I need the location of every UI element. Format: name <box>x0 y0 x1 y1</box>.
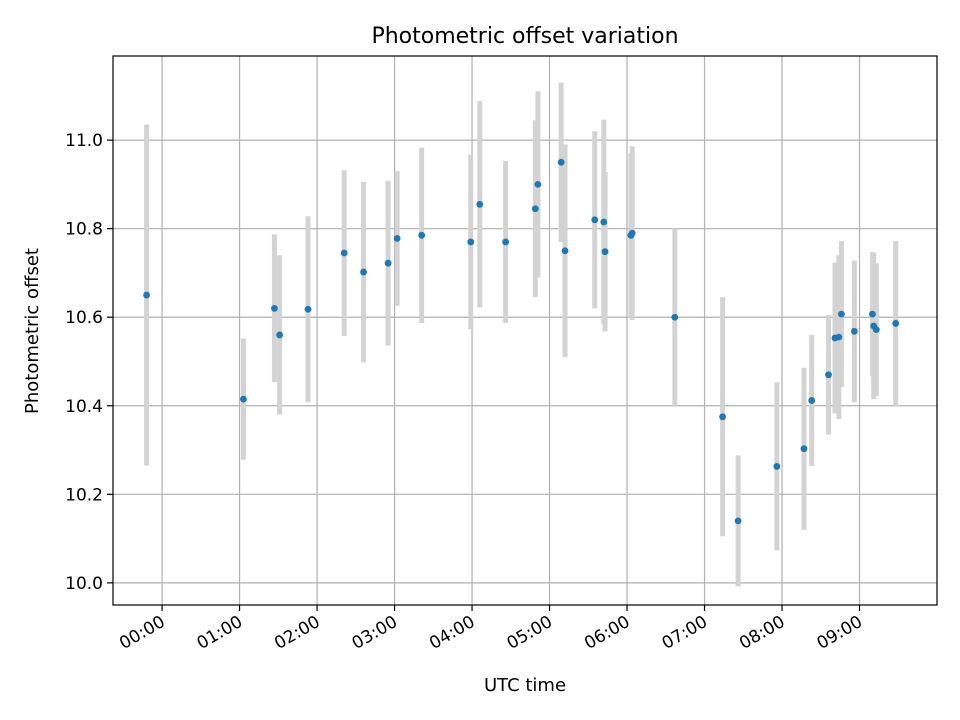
data-point <box>531 205 539 213</box>
x-axis-label: UTC time <box>484 675 566 696</box>
data-point <box>502 238 510 246</box>
x-tick-label: 08:00 <box>736 612 788 654</box>
x-tick-label: 06:00 <box>581 612 633 654</box>
y-axis-label: Photometric offset <box>22 248 43 414</box>
data-point <box>143 291 150 299</box>
y-tick-label: 10.2 <box>65 485 103 505</box>
data-point <box>418 231 426 239</box>
data-point <box>869 310 876 318</box>
data-point <box>557 158 565 166</box>
data-point <box>360 268 367 276</box>
data-point <box>892 320 900 327</box>
data-point <box>384 259 392 267</box>
data-point <box>835 333 843 341</box>
y-axis-ticks: 10.0 10.2 10.4 10.6 10.8 11.0 <box>65 131 113 594</box>
data-point <box>850 327 858 335</box>
x-tick-label: 05:00 <box>504 612 556 654</box>
data-point <box>600 218 608 226</box>
y-tick-label: 11.0 <box>65 131 103 151</box>
y-tick-label: 10.0 <box>65 574 103 594</box>
data-point <box>393 235 401 242</box>
data-point <box>601 248 609 256</box>
data-point <box>304 305 312 313</box>
data-point <box>808 397 816 404</box>
y-tick-label: 10.6 <box>65 308 103 328</box>
x-tick-label: 03:00 <box>349 612 401 654</box>
data-point <box>734 517 742 525</box>
data-points <box>143 158 900 525</box>
y-tick-label: 10.8 <box>65 220 103 240</box>
x-tick-label: 07:00 <box>659 612 711 654</box>
data-point <box>719 413 727 421</box>
plot-area-frame <box>112 55 938 606</box>
error-bars <box>144 82 899 587</box>
data-point <box>825 371 832 379</box>
data-point <box>534 180 542 188</box>
data-point <box>271 304 278 312</box>
data-point <box>340 249 348 257</box>
data-point <box>240 395 247 403</box>
x-tick-label: 00:00 <box>116 612 168 654</box>
data-point <box>276 331 284 339</box>
x-axis-ticks: 00:00 01:00 02:00 03:00 04:00 05:00 06:00 07:00… <box>116 605 866 654</box>
data-point <box>800 445 808 453</box>
x-tick-label: 01:00 <box>194 612 246 654</box>
data-point <box>561 247 569 255</box>
data-point <box>467 238 475 246</box>
data-point <box>872 326 880 334</box>
data-point <box>476 200 484 208</box>
grid-lines <box>113 56 937 605</box>
x-tick-label: 04:00 <box>426 612 478 654</box>
data-point <box>591 216 599 224</box>
chart-title: Photometric offset variation <box>371 24 678 49</box>
data-point <box>671 313 679 321</box>
y-tick-label: 10.4 <box>65 397 103 417</box>
x-tick-label: 09:00 <box>814 612 866 654</box>
x-tick-label: 02:00 <box>271 612 323 654</box>
data-point <box>773 463 781 470</box>
data-point <box>838 310 845 318</box>
data-point <box>628 229 636 237</box>
